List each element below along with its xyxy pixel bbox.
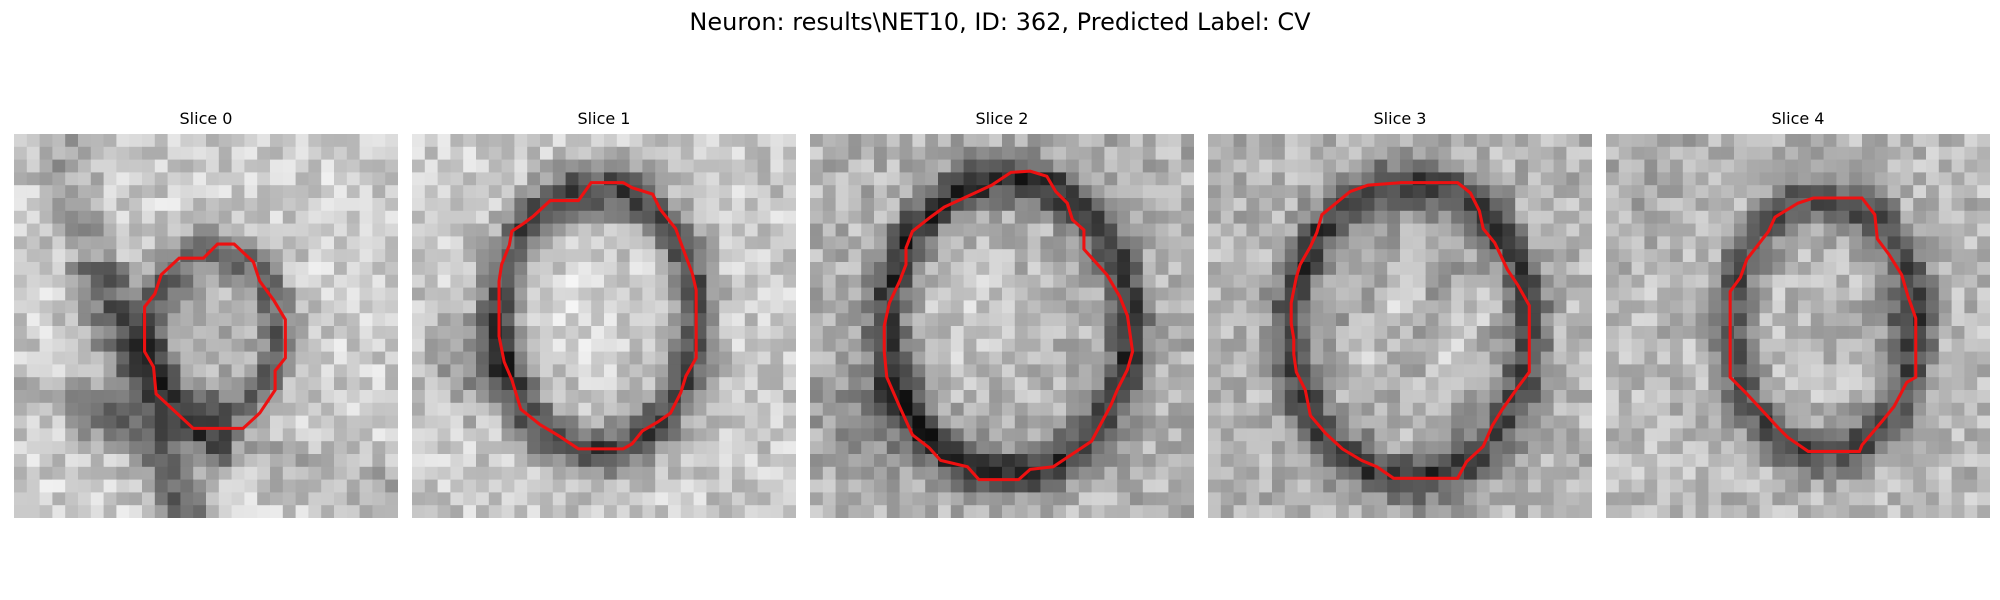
slice-panel-4: Slice 4	[1606, 108, 1990, 518]
slice-image	[412, 134, 796, 518]
slice-image	[14, 134, 398, 518]
segmentation-contour	[143, 242, 287, 430]
grayscale-pixels	[1208, 134, 1592, 518]
grayscale-pixels	[810, 134, 1194, 518]
slice-image	[810, 134, 1194, 518]
segmentation-contour	[1289, 181, 1531, 480]
segmentation-contour	[882, 169, 1135, 482]
segmentation-contour	[497, 181, 698, 451]
grayscale-pixels	[412, 134, 796, 518]
slice-title: Slice 2	[975, 109, 1029, 128]
slice-title: Slice 3	[1373, 109, 1427, 128]
slice-title: Slice 4	[1771, 109, 1825, 128]
slice-panel-2: Slice 2	[810, 108, 1194, 518]
slice-title: Slice 1	[577, 109, 631, 128]
grayscale-pixels	[14, 134, 398, 518]
slice-title: Slice 0	[179, 109, 233, 128]
figure-title: Neuron: results\NET10, ID: 362, Predicte…	[689, 8, 1311, 36]
grayscale-pixels	[1606, 134, 1990, 518]
slice-panel-3: Slice 3	[1208, 108, 1592, 518]
slice-panel-1: Slice 1	[412, 108, 796, 518]
slice-image	[1208, 134, 1592, 518]
slice-image	[1606, 134, 1990, 518]
segmentation-contour	[1728, 196, 1918, 453]
slice-panel-0: Slice 0	[14, 108, 398, 518]
